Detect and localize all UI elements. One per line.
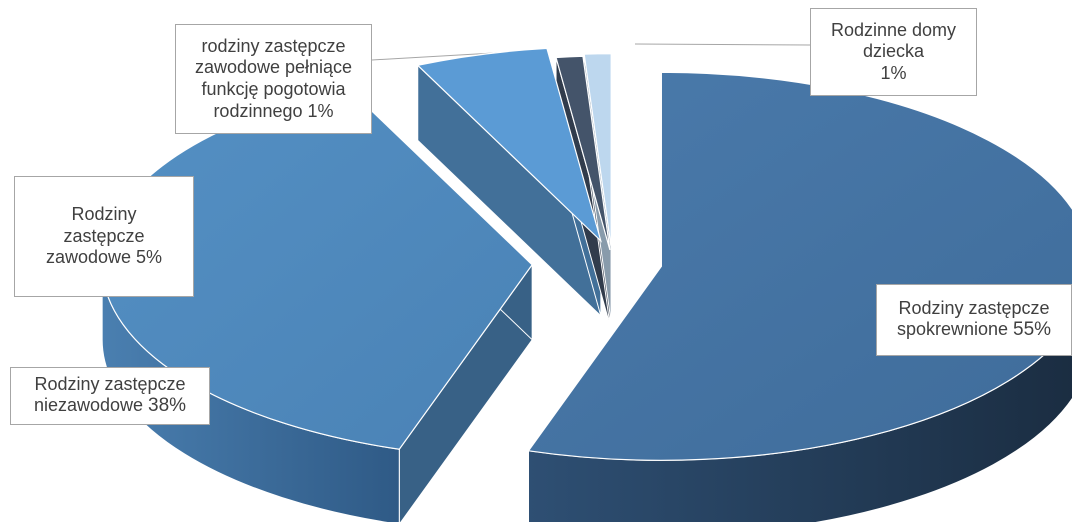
data-label-name: Rodzinne domy bbox=[830, 19, 957, 40]
pie-slice bbox=[555, 55, 611, 251]
data-label-name: zawodowe bbox=[45, 247, 132, 268]
data-label-value: 1% bbox=[307, 100, 334, 121]
data-label-spokrewnione: Rodziny zastępcze spokrewnione 55% bbox=[876, 284, 1072, 356]
data-label-zawodowe: Rodziny zastępcze zawodowe 5% bbox=[14, 176, 194, 297]
data-label-value: 1% bbox=[880, 62, 907, 83]
data-label-domy-dziecka: Rodzinne domy dziecka 1% bbox=[810, 8, 977, 96]
data-label-niezawodowe: Rodziny zastępcze niezawodowe 38% bbox=[10, 367, 210, 425]
data-label-name: dziecka bbox=[862, 41, 925, 62]
data-label-name: funkcję pogotowia bbox=[201, 79, 346, 99]
data-label-value: 55% bbox=[1013, 319, 1052, 341]
data-label-name: Rodziny zastępcze bbox=[34, 373, 186, 394]
pie-slice bbox=[416, 47, 603, 243]
data-label-value: 5% bbox=[136, 247, 163, 268]
data-label-name: rodziny zastępcze bbox=[201, 35, 346, 56]
data-label-name: Rodziny zastępcze bbox=[898, 297, 1050, 318]
pie-slice bbox=[527, 71, 1072, 461]
data-label-value: 38% bbox=[148, 395, 187, 417]
data-label-name: zawodowe pełniące bbox=[194, 57, 353, 78]
pie-slice bbox=[583, 53, 612, 248]
data-label-name: niezawodowe bbox=[33, 395, 144, 416]
data-label-name: spokrewnione bbox=[896, 319, 1009, 340]
leader-line bbox=[634, 43, 811, 46]
data-label-pogotowie: rodziny zastępcze zawodowe pełniące funk… bbox=[175, 24, 372, 134]
data-label-name: rodzinnego bbox=[213, 100, 303, 121]
data-label-name: Rodziny bbox=[71, 204, 137, 225]
data-label-name: zastępcze bbox=[63, 225, 145, 246]
